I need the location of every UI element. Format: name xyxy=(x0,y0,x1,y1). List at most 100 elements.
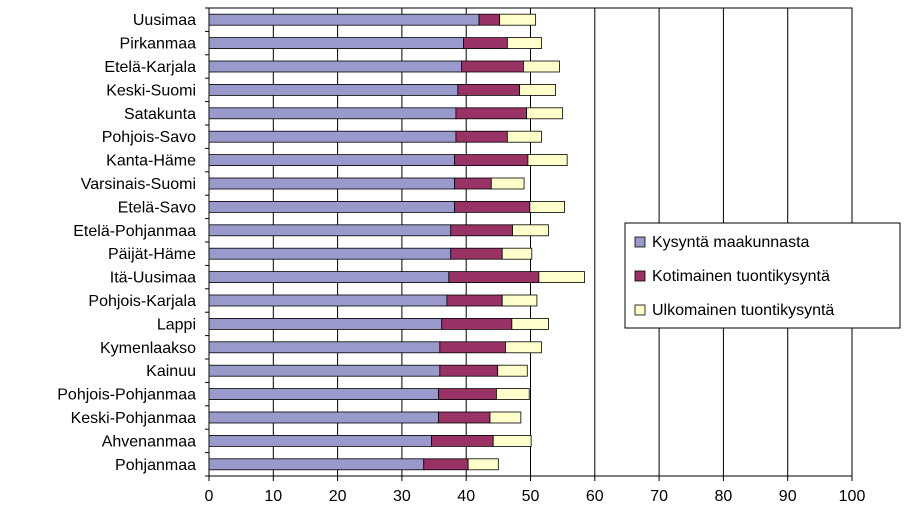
legend: Kysyntä maakunnasta Kotimainen tuontikysy… xyxy=(624,222,901,329)
bar-segment xyxy=(448,271,540,284)
bar-segment xyxy=(208,84,459,96)
legend-swatch xyxy=(634,304,646,316)
legend-box xyxy=(624,222,901,329)
bar-segment xyxy=(208,411,439,424)
bar-segment xyxy=(208,458,425,471)
x-tick-label: 30 xyxy=(393,488,411,505)
category-label: Etelä-Savo xyxy=(118,199,196,216)
category-label: Ahvenanmaa xyxy=(102,433,196,450)
bar-segment xyxy=(208,247,452,260)
legend-label: Kotimainen tuontikysyntä xyxy=(652,268,830,285)
category-label: Kymenlaakso xyxy=(100,340,196,357)
bar-segment xyxy=(454,177,492,190)
bar-segment xyxy=(511,317,549,330)
bar-segment xyxy=(446,294,503,307)
bar-segment xyxy=(208,37,465,49)
bar-segment xyxy=(529,200,565,213)
category-label: Uusimaa xyxy=(133,12,196,29)
bar-segment xyxy=(208,13,480,26)
bar-segment xyxy=(208,224,452,237)
bar-segment xyxy=(431,434,494,447)
bar-segment xyxy=(523,60,560,73)
bar-segment xyxy=(208,388,439,401)
bar-segment xyxy=(454,200,531,213)
bar-segment xyxy=(527,154,568,167)
x-tick-label: 0 xyxy=(205,488,214,505)
category-label: Itä-Uusimaa xyxy=(110,270,196,287)
x-tick-label: 90 xyxy=(779,488,797,505)
category-label: Pohjanmaa xyxy=(115,457,196,474)
bar-segment xyxy=(492,434,532,447)
legend-swatch xyxy=(634,270,646,282)
bar-segment xyxy=(208,107,457,120)
x-tick-labels: 0 10 20 30 40 50 60 70 80 90 100 xyxy=(205,488,866,505)
category-label: Kainuu xyxy=(146,363,196,380)
bar-segment xyxy=(457,84,520,96)
bar-segment xyxy=(455,107,528,120)
bar-segment xyxy=(208,177,456,190)
bar-segment xyxy=(490,177,525,190)
bar-segment xyxy=(496,388,530,401)
bar-segment xyxy=(208,130,457,143)
bar-segment xyxy=(208,294,448,307)
bar-segment xyxy=(208,200,456,213)
x-tick-label: 70 xyxy=(650,488,668,505)
bar-segment xyxy=(506,130,542,143)
bar-segment xyxy=(519,84,556,96)
bar-segment xyxy=(478,13,501,26)
bar-segment xyxy=(506,37,542,49)
category-label: Pohjois-Pohjanmaa xyxy=(57,387,196,404)
bar-segment xyxy=(208,60,463,73)
bar-segment xyxy=(463,37,508,49)
bar-segment xyxy=(208,341,441,354)
bar-segment xyxy=(538,271,585,284)
x-tick-label: 20 xyxy=(329,488,347,505)
bar-segment xyxy=(441,317,513,330)
bar-segment xyxy=(208,364,441,377)
bar-segment xyxy=(450,224,513,237)
category-label: Kanta-Häme xyxy=(106,153,196,170)
category-label: Varsinais-Suomi xyxy=(81,176,196,193)
category-label: Lappi xyxy=(157,316,196,333)
legend-swatch xyxy=(634,236,646,248)
legend-label: Ulkomainen tuontikysyntä xyxy=(652,302,834,319)
bar-segment xyxy=(208,434,432,447)
category-label: Keski-Pohjanmaa xyxy=(71,410,197,427)
bar-segment xyxy=(208,271,450,284)
category-labels: Uusimaa Pirkanmaa Etelä-Karjala Keski-Suomi… xyxy=(57,12,196,474)
bar-segment xyxy=(501,247,533,260)
bar-segment xyxy=(208,154,456,167)
bar-segment xyxy=(450,247,503,260)
x-tick-label: 40 xyxy=(457,488,475,505)
bar-segment xyxy=(455,130,508,143)
bar-segment xyxy=(489,411,522,424)
bar-segment xyxy=(497,364,528,377)
category-label: Päijät-Häme xyxy=(108,246,196,263)
category-label: Satakunta xyxy=(124,106,196,123)
bar-segment xyxy=(438,411,491,424)
bar-segment xyxy=(512,224,549,237)
bar-segment xyxy=(501,294,538,307)
category-label: Etelä-Karjala xyxy=(104,59,196,76)
x-tick-label: 80 xyxy=(715,488,733,505)
x-tick-label: 50 xyxy=(522,488,540,505)
bar-segment xyxy=(467,458,499,471)
category-label: Pohjois-Savo xyxy=(102,129,196,146)
bar-segment xyxy=(423,458,469,471)
category-label: Pohjois-Karjala xyxy=(88,293,196,310)
bar-segment xyxy=(454,154,529,167)
x-tick-label: 60 xyxy=(586,488,604,505)
bar-segment xyxy=(438,388,497,401)
x-tick-label: 10 xyxy=(264,488,282,505)
bar-segment xyxy=(439,341,506,354)
bar-segment xyxy=(208,317,443,330)
category-label: Etelä-Pohjanmaa xyxy=(73,223,196,240)
bar-segment xyxy=(461,60,524,73)
bar-segment xyxy=(439,364,499,377)
bar-segment xyxy=(499,13,537,26)
category-label: Pirkanmaa xyxy=(120,36,197,53)
category-label: Keski-Suomi xyxy=(106,82,196,99)
bar-segment xyxy=(505,341,542,354)
bars xyxy=(208,13,585,471)
